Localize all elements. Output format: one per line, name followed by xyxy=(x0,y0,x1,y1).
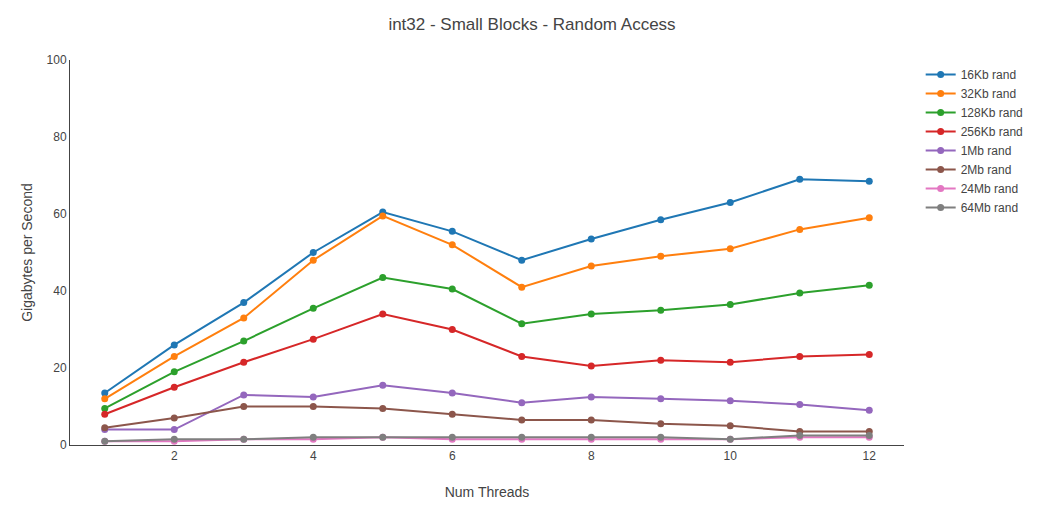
svg-text:4: 4 xyxy=(310,449,317,463)
svg-text:10: 10 xyxy=(724,449,738,463)
svg-text:0: 0 xyxy=(60,438,67,452)
svg-text:256Kb rand: 256Kb rand xyxy=(961,125,1023,139)
svg-text:2: 2 xyxy=(171,449,178,463)
svg-text:6: 6 xyxy=(449,449,456,463)
svg-text:int32 - Small Blocks - Random: int32 - Small Blocks - Random Access xyxy=(388,15,675,34)
svg-text:20: 20 xyxy=(53,361,67,375)
svg-text:32Kb rand: 32Kb rand xyxy=(961,87,1016,101)
svg-text:1Mb rand: 1Mb rand xyxy=(961,144,1012,158)
svg-text:40: 40 xyxy=(53,284,67,298)
svg-text:Gigabytes per Second: Gigabytes per Second xyxy=(19,183,35,322)
svg-text:8: 8 xyxy=(588,449,595,463)
svg-text:80: 80 xyxy=(53,130,67,144)
svg-text:60: 60 xyxy=(53,207,67,221)
svg-text:16Kb rand: 16Kb rand xyxy=(961,68,1016,82)
svg-text:64Mb rand: 64Mb rand xyxy=(961,201,1018,215)
svg-text:12: 12 xyxy=(863,449,877,463)
svg-text:100: 100 xyxy=(47,53,67,67)
svg-text:128Kb rand: 128Kb rand xyxy=(961,106,1023,120)
svg-text:2Mb rand: 2Mb rand xyxy=(961,163,1012,177)
svg-text:Num Threads: Num Threads xyxy=(445,484,530,500)
svg-text:24Mb rand: 24Mb rand xyxy=(961,182,1018,196)
